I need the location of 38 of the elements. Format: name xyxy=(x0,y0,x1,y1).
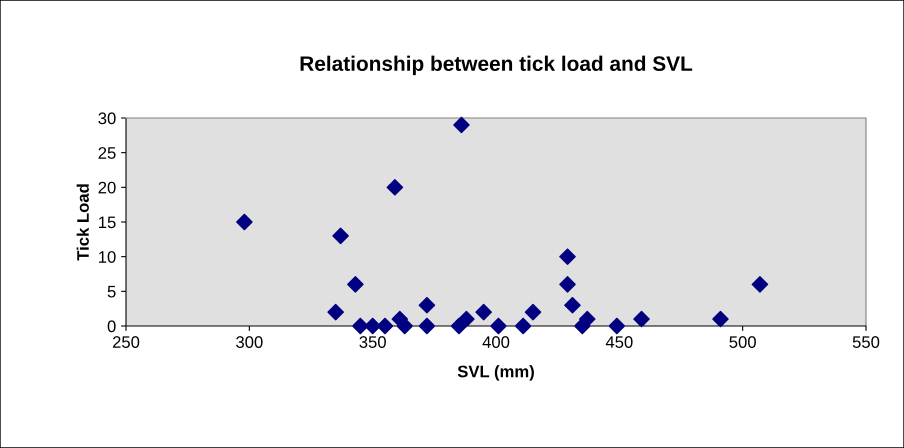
point xyxy=(514,318,532,334)
point xyxy=(752,276,768,293)
point xyxy=(458,310,475,328)
x-tick-label: 550 xyxy=(852,336,880,348)
x-tick-label: 300 xyxy=(236,336,263,348)
point xyxy=(236,214,253,230)
x-tick-label: 350 xyxy=(359,336,386,348)
point xyxy=(490,318,507,334)
point xyxy=(347,276,364,293)
point xyxy=(633,310,650,328)
y-tick-label: 30 xyxy=(98,112,116,124)
x-tick-label: 500 xyxy=(729,336,756,348)
point xyxy=(376,318,394,334)
y-tick-label: 0 xyxy=(108,320,116,332)
point xyxy=(712,310,729,328)
y-tick-label: 20 xyxy=(98,182,116,194)
point xyxy=(608,318,626,334)
point xyxy=(418,318,436,334)
chart-title: Relationship between tick load and SVL xyxy=(300,56,692,76)
point xyxy=(327,304,344,320)
y-tick-label: 10 xyxy=(99,251,116,263)
x-tick-label: 450 xyxy=(606,336,633,348)
x-tick-label: 250 xyxy=(112,336,140,348)
point xyxy=(559,248,576,265)
point xyxy=(559,276,576,293)
point xyxy=(418,296,436,314)
y-tick-label: 15 xyxy=(99,216,116,228)
y-tick-label: 25 xyxy=(98,147,116,159)
point xyxy=(453,116,470,134)
y-axis-title: Tick Load xyxy=(76,184,89,261)
x-axis-title: SVL (mm) xyxy=(458,365,534,381)
point xyxy=(386,179,404,196)
point xyxy=(332,228,349,244)
point xyxy=(564,296,581,314)
y-tick-label: 5 xyxy=(108,286,116,298)
x-tick-label: 400 xyxy=(482,336,510,348)
point xyxy=(475,304,492,320)
point xyxy=(524,304,542,320)
